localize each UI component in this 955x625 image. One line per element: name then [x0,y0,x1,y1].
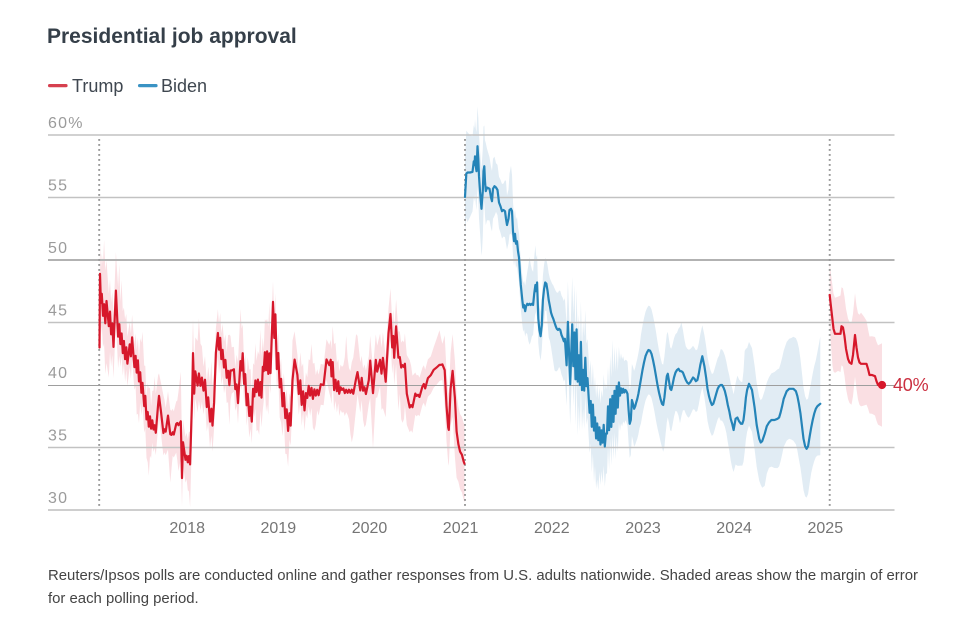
svg-text:55: 55 [48,178,68,195]
svg-text:2022: 2022 [534,520,570,537]
svg-text:2020: 2020 [352,520,388,537]
svg-text:45: 45 [48,303,68,320]
svg-text:2023: 2023 [625,520,661,537]
svg-text:40%: 40% [893,375,929,395]
svg-text:30: 30 [48,490,68,507]
svg-text:2021: 2021 [443,520,479,537]
svg-text:Reuters/Ipsos polls are conduc: Reuters/Ipsos polls are conducted online… [48,568,918,584]
svg-text:2019: 2019 [261,520,297,537]
svg-text:60%: 60% [48,115,84,132]
svg-text:Trump: Trump [72,76,123,96]
svg-text:40: 40 [48,365,68,382]
svg-text:50: 50 [48,240,68,257]
svg-text:Biden: Biden [161,76,207,96]
svg-text:2024: 2024 [716,520,752,537]
svg-text:for each polling period.: for each polling period. [48,591,199,607]
svg-text:35: 35 [48,428,68,445]
svg-text:Presidential job approval: Presidential job approval [47,25,297,48]
svg-text:2025: 2025 [808,520,844,537]
svg-text:2018: 2018 [169,520,205,537]
